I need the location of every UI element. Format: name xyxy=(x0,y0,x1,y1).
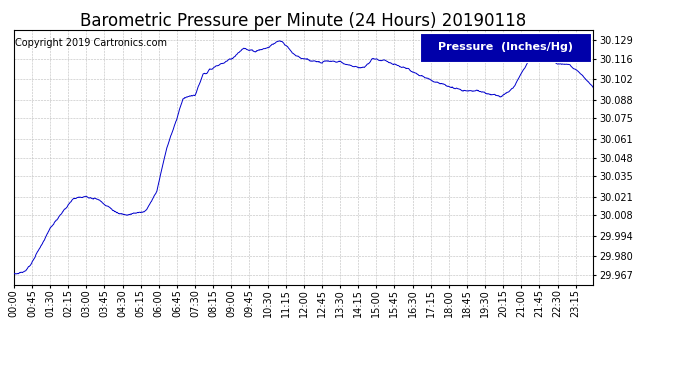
Text: Copyright 2019 Cartronics.com: Copyright 2019 Cartronics.com xyxy=(15,38,167,48)
Title: Barometric Pressure per Minute (24 Hours) 20190118: Barometric Pressure per Minute (24 Hours… xyxy=(81,12,526,30)
